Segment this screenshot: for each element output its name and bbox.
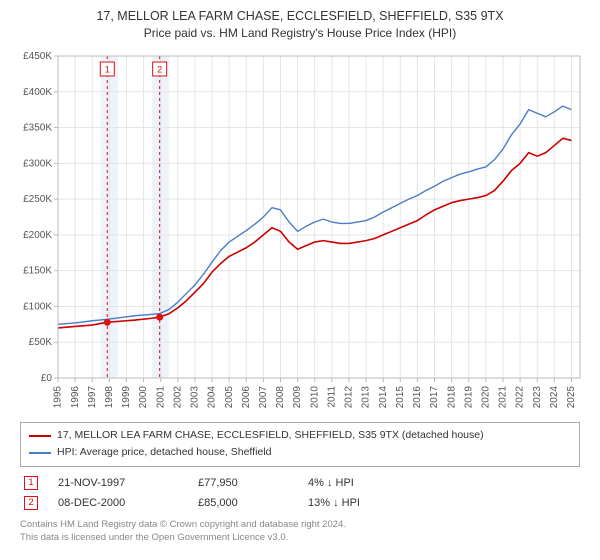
svg-text:2008: 2008 xyxy=(275,386,286,409)
svg-text:£450K: £450K xyxy=(23,51,52,62)
attribution-line1: Contains HM Land Registry data © Crown c… xyxy=(20,519,580,532)
svg-text:2001: 2001 xyxy=(155,386,166,409)
legend-label: HPI: Average price, detached house, Shef… xyxy=(57,445,271,461)
svg-text:£400K: £400K xyxy=(23,87,52,98)
sale-marker-icon: 1 xyxy=(24,476,38,490)
legend-item: 17, MELLOR LEA FARM CHASE, ECCLESFIELD, … xyxy=(29,428,571,444)
svg-text:2: 2 xyxy=(157,65,162,76)
svg-text:2020: 2020 xyxy=(481,386,492,409)
chart-plot-area: £0 £50K £100K £150K £200K £250K £300K £350K £400… xyxy=(10,46,590,416)
sale-delta: 4% ↓ HPI xyxy=(308,477,354,489)
svg-text:£150K: £150K xyxy=(23,266,52,277)
svg-text:2017: 2017 xyxy=(429,386,440,409)
svg-text:2019: 2019 xyxy=(463,386,474,409)
chart-title-line2: Price paid vs. HM Land Registry's House … xyxy=(144,26,456,40)
svg-text:2025: 2025 xyxy=(566,386,577,409)
svg-text:£0: £0 xyxy=(41,373,53,384)
svg-text:2021: 2021 xyxy=(498,386,509,409)
svg-text:2006: 2006 xyxy=(241,386,252,409)
svg-text:2024: 2024 xyxy=(549,386,560,409)
chart-container: 17, MELLOR LEA FARM CHASE, ECCLESFIELD, … xyxy=(0,0,600,560)
sale-price: £85,000 xyxy=(198,497,288,509)
svg-text:£250K: £250K xyxy=(23,194,52,205)
svg-text:2015: 2015 xyxy=(395,386,406,409)
svg-text:£100K: £100K xyxy=(23,302,52,313)
svg-text:2016: 2016 xyxy=(412,386,423,409)
attribution-line2: This data is licensed under the Open Gov… xyxy=(20,532,580,545)
svg-text:2013: 2013 xyxy=(361,386,372,409)
svg-text:1997: 1997 xyxy=(87,386,98,409)
sale-date: 21-NOV-1997 xyxy=(58,477,178,489)
sale-date: 08-DEC-2000 xyxy=(58,497,178,509)
sale-row: 1 21-NOV-1997 £77,950 4% ↓ HPI xyxy=(20,473,580,493)
svg-text:£350K: £350K xyxy=(23,123,52,134)
svg-text:2009: 2009 xyxy=(292,386,303,409)
svg-text:1999: 1999 xyxy=(121,386,132,409)
svg-text:£200K: £200K xyxy=(23,230,52,241)
svg-text:2011: 2011 xyxy=(326,386,337,408)
svg-text:2014: 2014 xyxy=(378,386,389,409)
svg-text:2023: 2023 xyxy=(532,386,543,409)
sales-table: 1 21-NOV-1997 £77,950 4% ↓ HPI 2 08-DEC-2000 £… xyxy=(20,473,580,513)
sale-marker-icon: 2 xyxy=(24,496,38,510)
attribution-text: Contains HM Land Registry data © Crown c… xyxy=(20,519,580,545)
legend-box: 17, MELLOR LEA FARM CHASE, ECCLESFIELD, … xyxy=(20,422,580,467)
legend-label: 17, MELLOR LEA FARM CHASE, ECCLESFIELD, … xyxy=(57,428,484,444)
svg-text:2005: 2005 xyxy=(224,386,235,409)
legend-swatch xyxy=(29,435,51,437)
svg-text:£300K: £300K xyxy=(23,159,52,170)
sale-row: 2 08-DEC-2000 £85,000 13% ↓ HPI xyxy=(20,493,580,513)
svg-text:£50K: £50K xyxy=(29,337,53,348)
svg-text:1998: 1998 xyxy=(104,386,115,409)
svg-text:2022: 2022 xyxy=(515,386,526,409)
svg-text:1996: 1996 xyxy=(70,386,81,409)
svg-text:2007: 2007 xyxy=(258,386,269,409)
sale-delta: 13% ↓ HPI xyxy=(308,497,360,509)
svg-text:2010: 2010 xyxy=(309,386,320,409)
legend-swatch xyxy=(29,452,51,454)
chart-svg: £0 £50K £100K £150K £200K £250K £300K £350K £400… xyxy=(10,46,590,416)
svg-text:2002: 2002 xyxy=(172,386,183,409)
svg-text:2004: 2004 xyxy=(207,386,218,409)
svg-text:2018: 2018 xyxy=(446,386,457,409)
svg-text:1: 1 xyxy=(105,65,110,76)
svg-text:2003: 2003 xyxy=(190,386,201,409)
legend-item: HPI: Average price, detached house, Shef… xyxy=(29,445,571,461)
svg-text:2000: 2000 xyxy=(138,386,149,409)
sale-price: £77,950 xyxy=(198,477,288,489)
svg-text:2012: 2012 xyxy=(344,386,355,409)
chart-title-line1: 17, MELLOR LEA FARM CHASE, ECCLESFIELD, … xyxy=(96,8,503,24)
svg-text:1995: 1995 xyxy=(53,386,64,409)
